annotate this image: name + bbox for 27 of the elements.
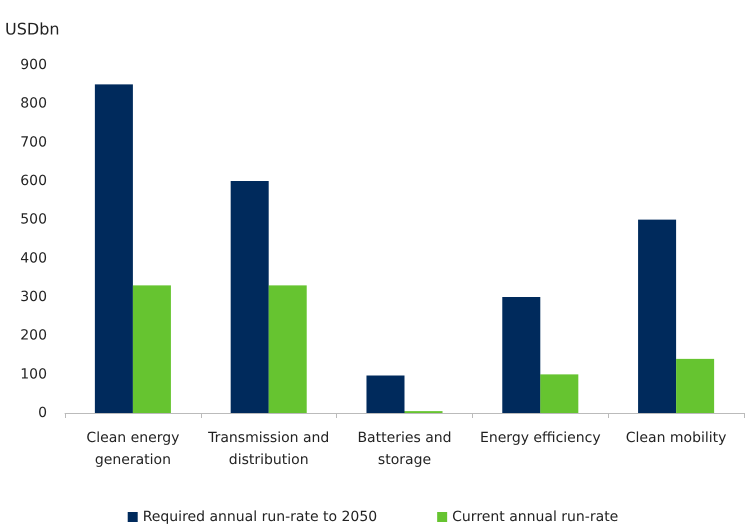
y-tick-label: 500 — [20, 212, 47, 228]
legend-label: Current annual run-rate — [452, 509, 618, 525]
x-tick-label: Energy efficiency — [480, 430, 601, 446]
y-tick-label: 800 — [20, 96, 47, 112]
bar — [230, 181, 269, 413]
x-tick-label: Clean energy generation — [86, 430, 180, 468]
bar — [132, 285, 171, 413]
y-tick-label: 100 — [20, 366, 47, 382]
y-tick-label: 600 — [20, 173, 47, 189]
y-tick-label: 400 — [20, 250, 47, 266]
bar — [94, 84, 133, 413]
bar — [540, 374, 578, 413]
bar — [268, 285, 307, 413]
x-tick-label: Transmission and distribution — [207, 430, 330, 468]
y-tick-label: 200 — [20, 328, 47, 344]
x-tick-label: Batteries and storage — [357, 430, 452, 468]
y-axis-title: USDbn — [5, 20, 60, 38]
bar — [676, 358, 714, 413]
y-tick-label: 700 — [20, 134, 47, 150]
bar — [366, 375, 404, 413]
bar — [638, 220, 676, 413]
y-tick-label: 300 — [20, 289, 47, 305]
x-tick-label: Clean mobility — [626, 430, 726, 446]
y-tick-label: 900 — [20, 57, 47, 73]
legend-label: Required annual run-rate to 2050 — [142, 509, 378, 525]
y-tick-label: 0 — [38, 405, 47, 421]
bar — [502, 297, 540, 413]
